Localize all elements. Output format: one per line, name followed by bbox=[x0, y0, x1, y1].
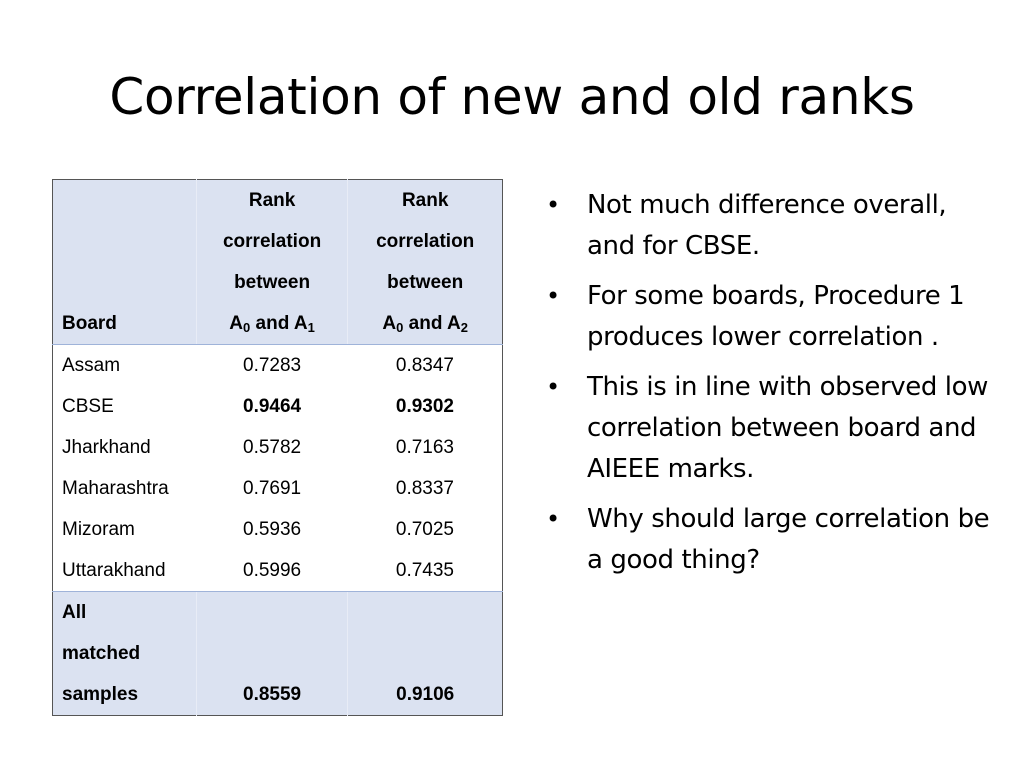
total-label-line: matched bbox=[62, 643, 141, 664]
header-line: between bbox=[387, 272, 464, 293]
bullet-text: For some boards, Procedure 1 produces lo… bbox=[587, 281, 965, 352]
subscript: 0 bbox=[396, 320, 404, 335]
subscript: 2 bbox=[460, 320, 468, 335]
a1-cell: 0.5996 bbox=[243, 560, 302, 581]
table-row: CBSE 0.9464 0.9302 bbox=[53, 386, 503, 427]
bullet-item: • This is in line with observed low corre… bbox=[544, 367, 994, 490]
symbol-a: A bbox=[293, 313, 308, 334]
table-row: Maharashtra 0.7691 0.8337 bbox=[53, 468, 503, 509]
header-line: correlation bbox=[376, 231, 475, 252]
a1-cell: 0.5782 bbox=[243, 437, 302, 458]
a2-cell: 0.7025 bbox=[395, 519, 454, 540]
table-row: Mizoram 0.5936 0.7025 bbox=[53, 509, 503, 550]
bullet-dot-icon: • bbox=[546, 505, 560, 533]
total-label-line: All bbox=[62, 602, 87, 623]
a2-cell: 0.7163 bbox=[395, 437, 454, 458]
board-cell: Jharkhand bbox=[62, 437, 151, 458]
bullet-item: • Why should large correlation be a good … bbox=[544, 499, 994, 581]
table-header-row: Board Rank correlation between A0 and A1… bbox=[52, 179, 503, 345]
a2-cell: 0.8347 bbox=[395, 355, 454, 376]
slide-title: Correlation of new and old ranks bbox=[109, 68, 915, 126]
a1-cell: 0.9464 bbox=[243, 396, 302, 417]
subscript: 1 bbox=[307, 320, 315, 335]
table-row: Uttarakhand 0.5996 0.7435 bbox=[53, 550, 503, 592]
a2-cell: 0.9302 bbox=[395, 396, 454, 417]
board-cell: Uttarakhand bbox=[62, 560, 166, 581]
a1-cell: 0.7283 bbox=[243, 355, 302, 376]
a1-cell: 0.7691 bbox=[243, 478, 302, 499]
bullet-item: • Not much difference overall, and for CB… bbox=[544, 185, 994, 267]
bullet-text: Why should large correlation be a good t… bbox=[587, 504, 990, 575]
subscript: 0 bbox=[243, 320, 251, 335]
table-total-row: All matched samples 0.8559 0.9106 bbox=[52, 591, 503, 716]
symbol-a: A bbox=[447, 313, 461, 334]
table-row: Assam 0.7283 0.8347 bbox=[53, 345, 503, 387]
bullet-dot-icon: • bbox=[546, 191, 560, 219]
rank-correlation-table: Board Rank correlation between A0 and A1… bbox=[52, 179, 503, 716]
board-cell: Mizoram bbox=[62, 519, 135, 540]
table-row: Jharkhand 0.5782 0.7163 bbox=[53, 427, 503, 468]
symbol-and: and bbox=[250, 313, 294, 334]
bullet-dot-icon: • bbox=[546, 282, 560, 310]
header-line: between bbox=[234, 272, 311, 293]
total-a2-cell: 0.9106 bbox=[347, 591, 503, 716]
a2-cell: 0.8337 bbox=[395, 478, 454, 499]
header-line: Rank bbox=[401, 190, 449, 211]
a1-cell: 0.5936 bbox=[243, 519, 302, 540]
header-line: Rank bbox=[248, 190, 296, 211]
total-label-line: samples bbox=[62, 684, 139, 705]
bullet-text: This is in line with observed low correl… bbox=[587, 372, 988, 484]
header-rank-correlation-a0-a2: Rank correlation between A0 and A2 bbox=[347, 179, 503, 345]
symbol-a: A bbox=[382, 313, 397, 334]
total-a1-cell: 0.8559 bbox=[195, 591, 348, 716]
board-cell: Assam bbox=[62, 355, 121, 376]
bullet-text: Not much difference overall, and for CBS… bbox=[587, 190, 947, 261]
total-board-cell: All matched samples bbox=[52, 591, 197, 716]
symbol-a: A bbox=[229, 313, 244, 334]
bullet-dot-icon: • bbox=[546, 373, 560, 401]
bullet-item: • For some boards, Procedure 1 produces l… bbox=[544, 276, 994, 358]
a2-cell: 0.7435 bbox=[395, 560, 454, 581]
bullet-list: • Not much difference overall, and for CB… bbox=[544, 185, 994, 590]
header-board: Board bbox=[52, 179, 197, 345]
board-cell: CBSE bbox=[62, 396, 114, 417]
board-cell: Maharashtra bbox=[62, 478, 169, 499]
header-line: correlation bbox=[222, 231, 322, 252]
header-rank-correlation-a0-a1: Rank correlation between A0 and A1 bbox=[195, 179, 348, 345]
symbol-and: and bbox=[403, 313, 448, 334]
